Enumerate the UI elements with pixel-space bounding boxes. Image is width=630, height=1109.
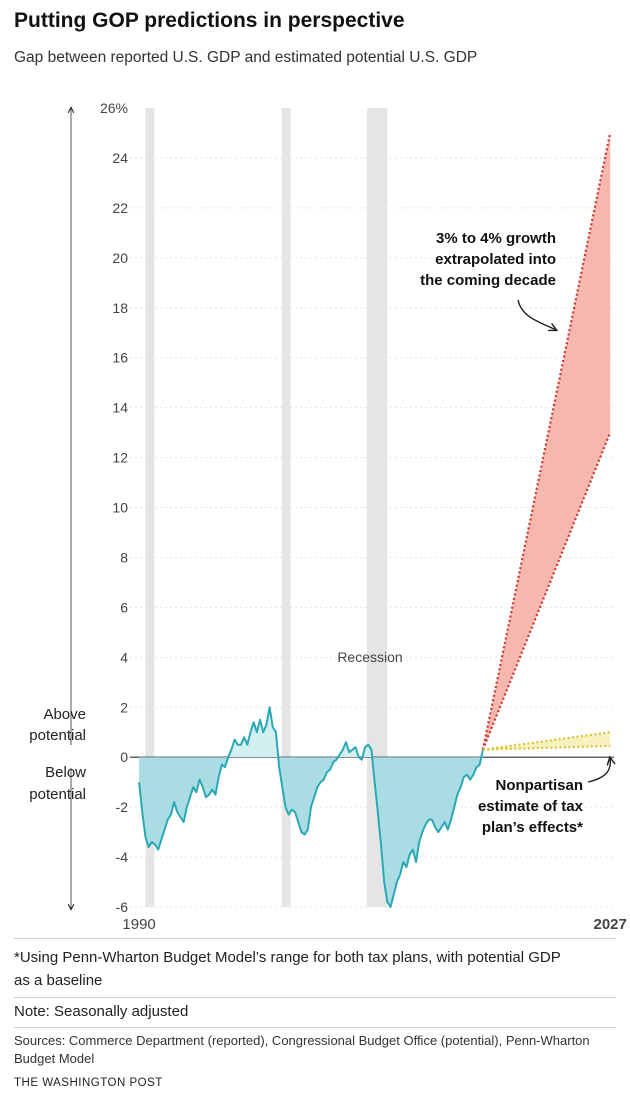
y-tick-label-8: 8 <box>120 549 128 565</box>
tax-plan-projection-upper-edge <box>482 731 611 751</box>
recession-band-3 <box>366 108 388 907</box>
tax-annotation-line3: plan’s effects* <box>482 819 583 836</box>
y-tick-label--4: -4 <box>116 849 129 865</box>
y-tick-label--6: -6 <box>116 899 129 915</box>
gop-projection-area <box>482 132 611 750</box>
x-tick-label-2027: 2027 <box>593 916 626 933</box>
y-tick-label-20: 20 <box>112 250 128 266</box>
y-tick-label--2: -2 <box>116 799 129 815</box>
y-tick-label-18: 18 <box>112 300 128 316</box>
history-area-below <box>139 757 483 907</box>
gop-projection-lower-edge <box>481 432 612 751</box>
gop-annotation-line3: the coming decade <box>420 272 556 289</box>
history-line <box>138 706 484 908</box>
divider-middle <box>14 997 616 998</box>
y-tick-label-4: 4 <box>120 649 128 665</box>
footnote: *Using Penn-Wharton Budget Model’s range… <box>14 949 561 989</box>
tax-annotation-line2: estimate of tax <box>478 798 584 815</box>
recession-label: Recession <box>337 649 402 665</box>
note: Note: Seasonally adjusted <box>14 1003 189 1020</box>
divider-top <box>14 938 616 939</box>
gop-annotation-arrow <box>517 299 556 330</box>
sources: Sources: Commerce Department (reported),… <box>14 1033 590 1066</box>
chart-title: Putting GOP predictions in perspective <box>14 9 405 32</box>
below-label-line2: potential <box>29 786 86 803</box>
recession-band-1 <box>145 108 155 907</box>
history-area-above <box>228 707 483 758</box>
above-label-line2: potential <box>29 727 86 744</box>
y-tick-label-14: 14 <box>112 400 128 416</box>
y-tick-label-22: 22 <box>112 200 128 216</box>
y-tick-label-6: 6 <box>120 599 128 615</box>
gop-annotation-line2: extrapolated into <box>435 251 556 268</box>
chart-subtitle: Gap between reported U.S. GDP and estima… <box>14 49 478 66</box>
below-label-line1: Below <box>45 764 86 781</box>
gop-annotation-line1: 3% to 4% growth <box>436 230 556 247</box>
x-tick-label-1990: 1990 <box>122 916 155 933</box>
y-tick-label-2: 2 <box>120 699 128 715</box>
above-label-line1: Above <box>43 706 86 723</box>
tax-annotation-arrow <box>587 758 610 783</box>
tax-annotation-line1: Nonpartisan <box>495 777 583 794</box>
y-tick-label-16: 16 <box>112 350 128 366</box>
y-tick-label-24: 24 <box>112 150 128 166</box>
tax-plan-projection-lower-edge <box>482 744 611 751</box>
y-tick-label-12: 12 <box>112 450 128 466</box>
y-tick-label-10: 10 <box>112 500 128 516</box>
y-tick-label-0: 0 <box>120 749 128 765</box>
divider-bottom <box>14 1027 616 1028</box>
publisher-credit: THE WASHINGTON POST <box>14 1077 163 1089</box>
gop-projection-upper-edge <box>481 132 612 750</box>
y-unit-label: 26% <box>100 100 128 116</box>
